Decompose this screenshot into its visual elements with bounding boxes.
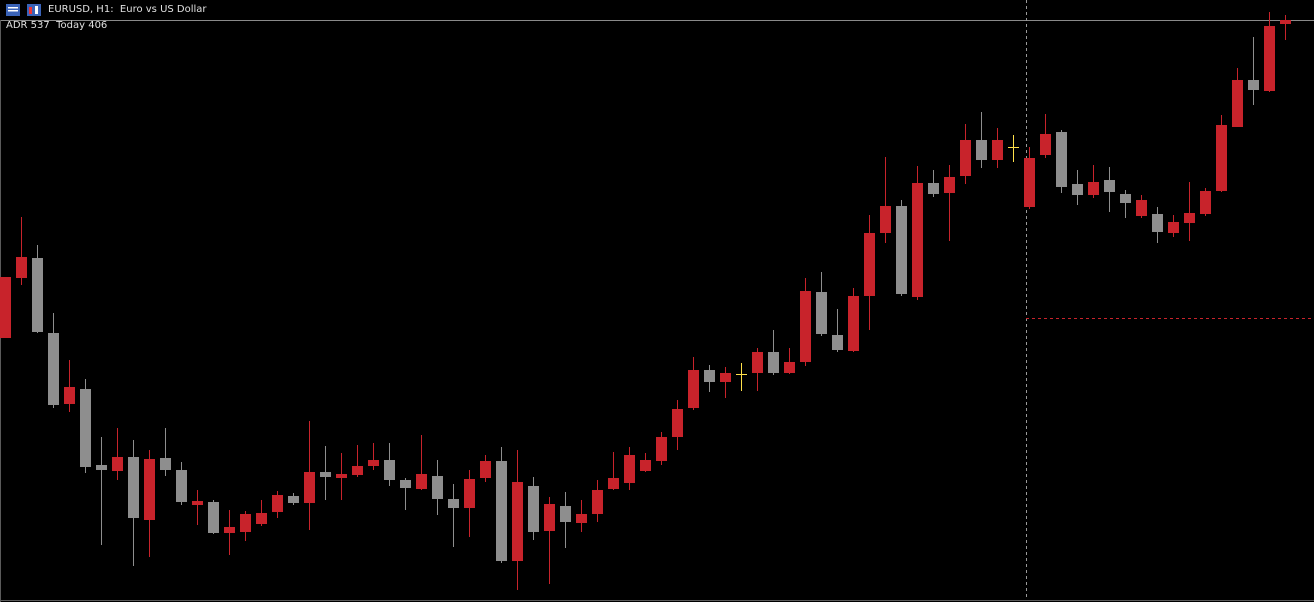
candle-body <box>752 352 763 373</box>
candle-body <box>944 177 955 193</box>
icon <box>35 6 38 14</box>
candle-body <box>1248 80 1259 90</box>
candle-body <box>848 296 859 351</box>
candle-body <box>912 183 923 297</box>
candle-body <box>320 472 331 477</box>
candle-body <box>64 387 75 404</box>
candle-body <box>272 495 283 512</box>
candle-body <box>592 490 603 514</box>
candle-body <box>32 258 43 332</box>
window-icons <box>6 4 41 16</box>
candle-body <box>240 514 251 532</box>
candle-body <box>448 499 459 508</box>
candle-body <box>1072 184 1083 195</box>
candle-body <box>1168 222 1179 233</box>
candle-body <box>144 459 155 520</box>
candle-body <box>960 140 971 176</box>
candles <box>0 12 1291 590</box>
candle-body <box>1200 191 1211 214</box>
candle-body <box>1280 20 1291 24</box>
candle-body <box>512 482 523 561</box>
candle-body <box>336 474 347 478</box>
candle-body <box>384 460 395 480</box>
candle-body <box>48 333 59 405</box>
candle-body <box>1120 194 1131 203</box>
candle-body <box>80 389 91 467</box>
candle-body <box>624 455 635 483</box>
candle-body <box>416 474 427 489</box>
candle-body <box>880 206 891 233</box>
icon <box>8 7 18 9</box>
candle-body <box>576 514 587 523</box>
candle-body <box>304 472 315 503</box>
candle-body <box>0 277 11 338</box>
candle-body <box>1136 200 1147 216</box>
candle-body <box>816 292 827 334</box>
candle-body <box>736 374 747 375</box>
candle-body <box>288 496 299 503</box>
candle-body <box>112 457 123 471</box>
candle-body <box>1184 213 1195 223</box>
candle-body <box>96 465 107 470</box>
candle-body <box>1024 158 1035 207</box>
candle-body <box>608 478 619 489</box>
candle-body <box>1232 80 1243 127</box>
candle-body <box>704 370 715 382</box>
title-bar <box>0 0 1314 20</box>
candle-body <box>560 506 571 522</box>
candle-body <box>1056 132 1067 187</box>
candle-body <box>720 373 731 382</box>
candle-body <box>208 502 219 533</box>
candle-body <box>864 233 875 296</box>
candle-body <box>368 460 379 466</box>
indicator-label: ADR 537 Today 406 <box>6 20 108 31</box>
candle-body <box>496 461 507 561</box>
candle-body <box>1264 26 1275 91</box>
icon <box>8 10 18 12</box>
candle-body <box>1088 182 1099 195</box>
candle-body <box>464 479 475 508</box>
candle-body <box>432 476 443 499</box>
candle-body <box>480 461 491 478</box>
window-title: EURUSD, H1: Euro vs US Dollar <box>48 4 207 15</box>
candle-body <box>224 527 235 533</box>
candle-body <box>672 409 683 437</box>
candle-body <box>784 362 795 373</box>
candle-body <box>832 335 843 350</box>
candle-body <box>992 140 1003 160</box>
candle-body <box>1040 134 1051 155</box>
candle-body <box>896 206 907 294</box>
candle-body <box>16 257 27 278</box>
candle-body <box>928 183 939 194</box>
candle-body <box>656 437 667 461</box>
candle-body <box>160 458 171 470</box>
candle-body <box>192 501 203 505</box>
candle-body <box>400 480 411 488</box>
candle-body <box>768 352 779 373</box>
candle-body <box>1152 214 1163 232</box>
candle-body <box>1216 125 1227 191</box>
candle-body <box>1008 147 1019 148</box>
candle-body <box>1104 180 1115 192</box>
candle-body <box>544 504 555 531</box>
candle-body <box>256 513 267 524</box>
icon <box>29 7 32 14</box>
candle-body <box>528 486 539 532</box>
candle-body <box>352 466 363 475</box>
candle-body <box>800 291 811 362</box>
candle-body <box>640 460 651 471</box>
candle-body <box>176 470 187 502</box>
candle-body <box>128 457 139 518</box>
candle-body <box>976 140 987 160</box>
candle-body <box>688 370 699 408</box>
